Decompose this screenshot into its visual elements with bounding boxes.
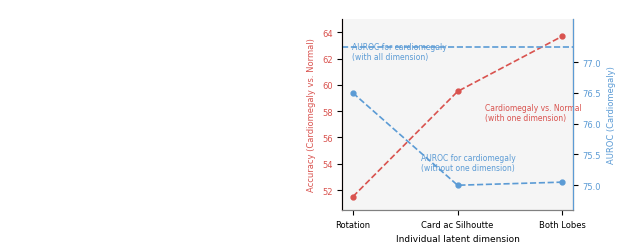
Text: AUROC for cardiomegaly
(with all dimension): AUROC for cardiomegaly (with all dimensi… bbox=[351, 43, 446, 62]
Text: AUROC for cardiomegaly
(without one dimension): AUROC for cardiomegaly (without one dime… bbox=[420, 153, 515, 172]
Y-axis label: Accuracy (Cardiomegaly vs. Normal): Accuracy (Cardiomegaly vs. Normal) bbox=[307, 38, 317, 192]
Y-axis label: AUROC (Cardiomegaly): AUROC (Cardiomegaly) bbox=[607, 66, 616, 164]
X-axis label: Individual latent dimension: Individual latent dimension bbox=[396, 234, 520, 243]
Text: Cardiomegaly vs. Normal
(with one dimension): Cardiomegaly vs. Normal (with one dimens… bbox=[485, 104, 582, 123]
